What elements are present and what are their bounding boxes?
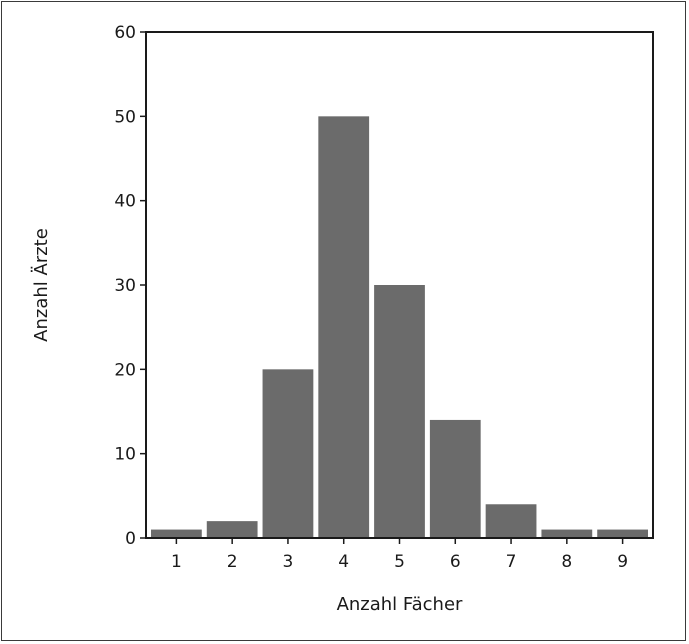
bar-7 xyxy=(485,504,537,538)
bar-2 xyxy=(206,521,258,538)
y-tick-label: 40 xyxy=(114,192,136,212)
x-tick-label: 1 xyxy=(171,552,182,572)
y-ticks-group: 0 10 20 30 40 50 60 xyxy=(114,23,146,549)
bar-9 xyxy=(597,529,648,538)
y-axis-label: Anzahl Ärzte xyxy=(31,228,52,342)
y-tick-label: 0 xyxy=(125,529,136,549)
bar-5 xyxy=(374,285,425,538)
bars-group xyxy=(151,116,648,538)
y-tick-label: 20 xyxy=(114,360,136,380)
x-tick-label: 3 xyxy=(283,552,294,572)
x-tick-label: 8 xyxy=(561,552,572,572)
y-tick-label: 50 xyxy=(114,107,136,127)
bar-4 xyxy=(318,116,370,538)
bar-8 xyxy=(541,529,593,538)
bar-3 xyxy=(262,369,314,538)
x-axis-label: Anzahl Fächer xyxy=(337,594,463,615)
x-tick-label: 6 xyxy=(450,552,461,572)
plot-area xyxy=(145,31,654,539)
y-tick-label: 30 xyxy=(114,276,136,296)
x-tick-label: 5 xyxy=(394,552,405,572)
y-tick-label: 10 xyxy=(114,445,136,465)
y-tick-label: 60 xyxy=(114,23,136,43)
x-tick-label: 4 xyxy=(338,552,349,572)
bar-1 xyxy=(151,529,202,538)
x-tick-label: 9 xyxy=(617,552,628,572)
x-tick-label: 2 xyxy=(227,552,238,572)
x-ticks-group: 1 2 3 4 5 6 7 8 9 xyxy=(171,538,628,572)
bar-6 xyxy=(429,419,481,538)
x-tick-label: 7 xyxy=(506,552,517,572)
